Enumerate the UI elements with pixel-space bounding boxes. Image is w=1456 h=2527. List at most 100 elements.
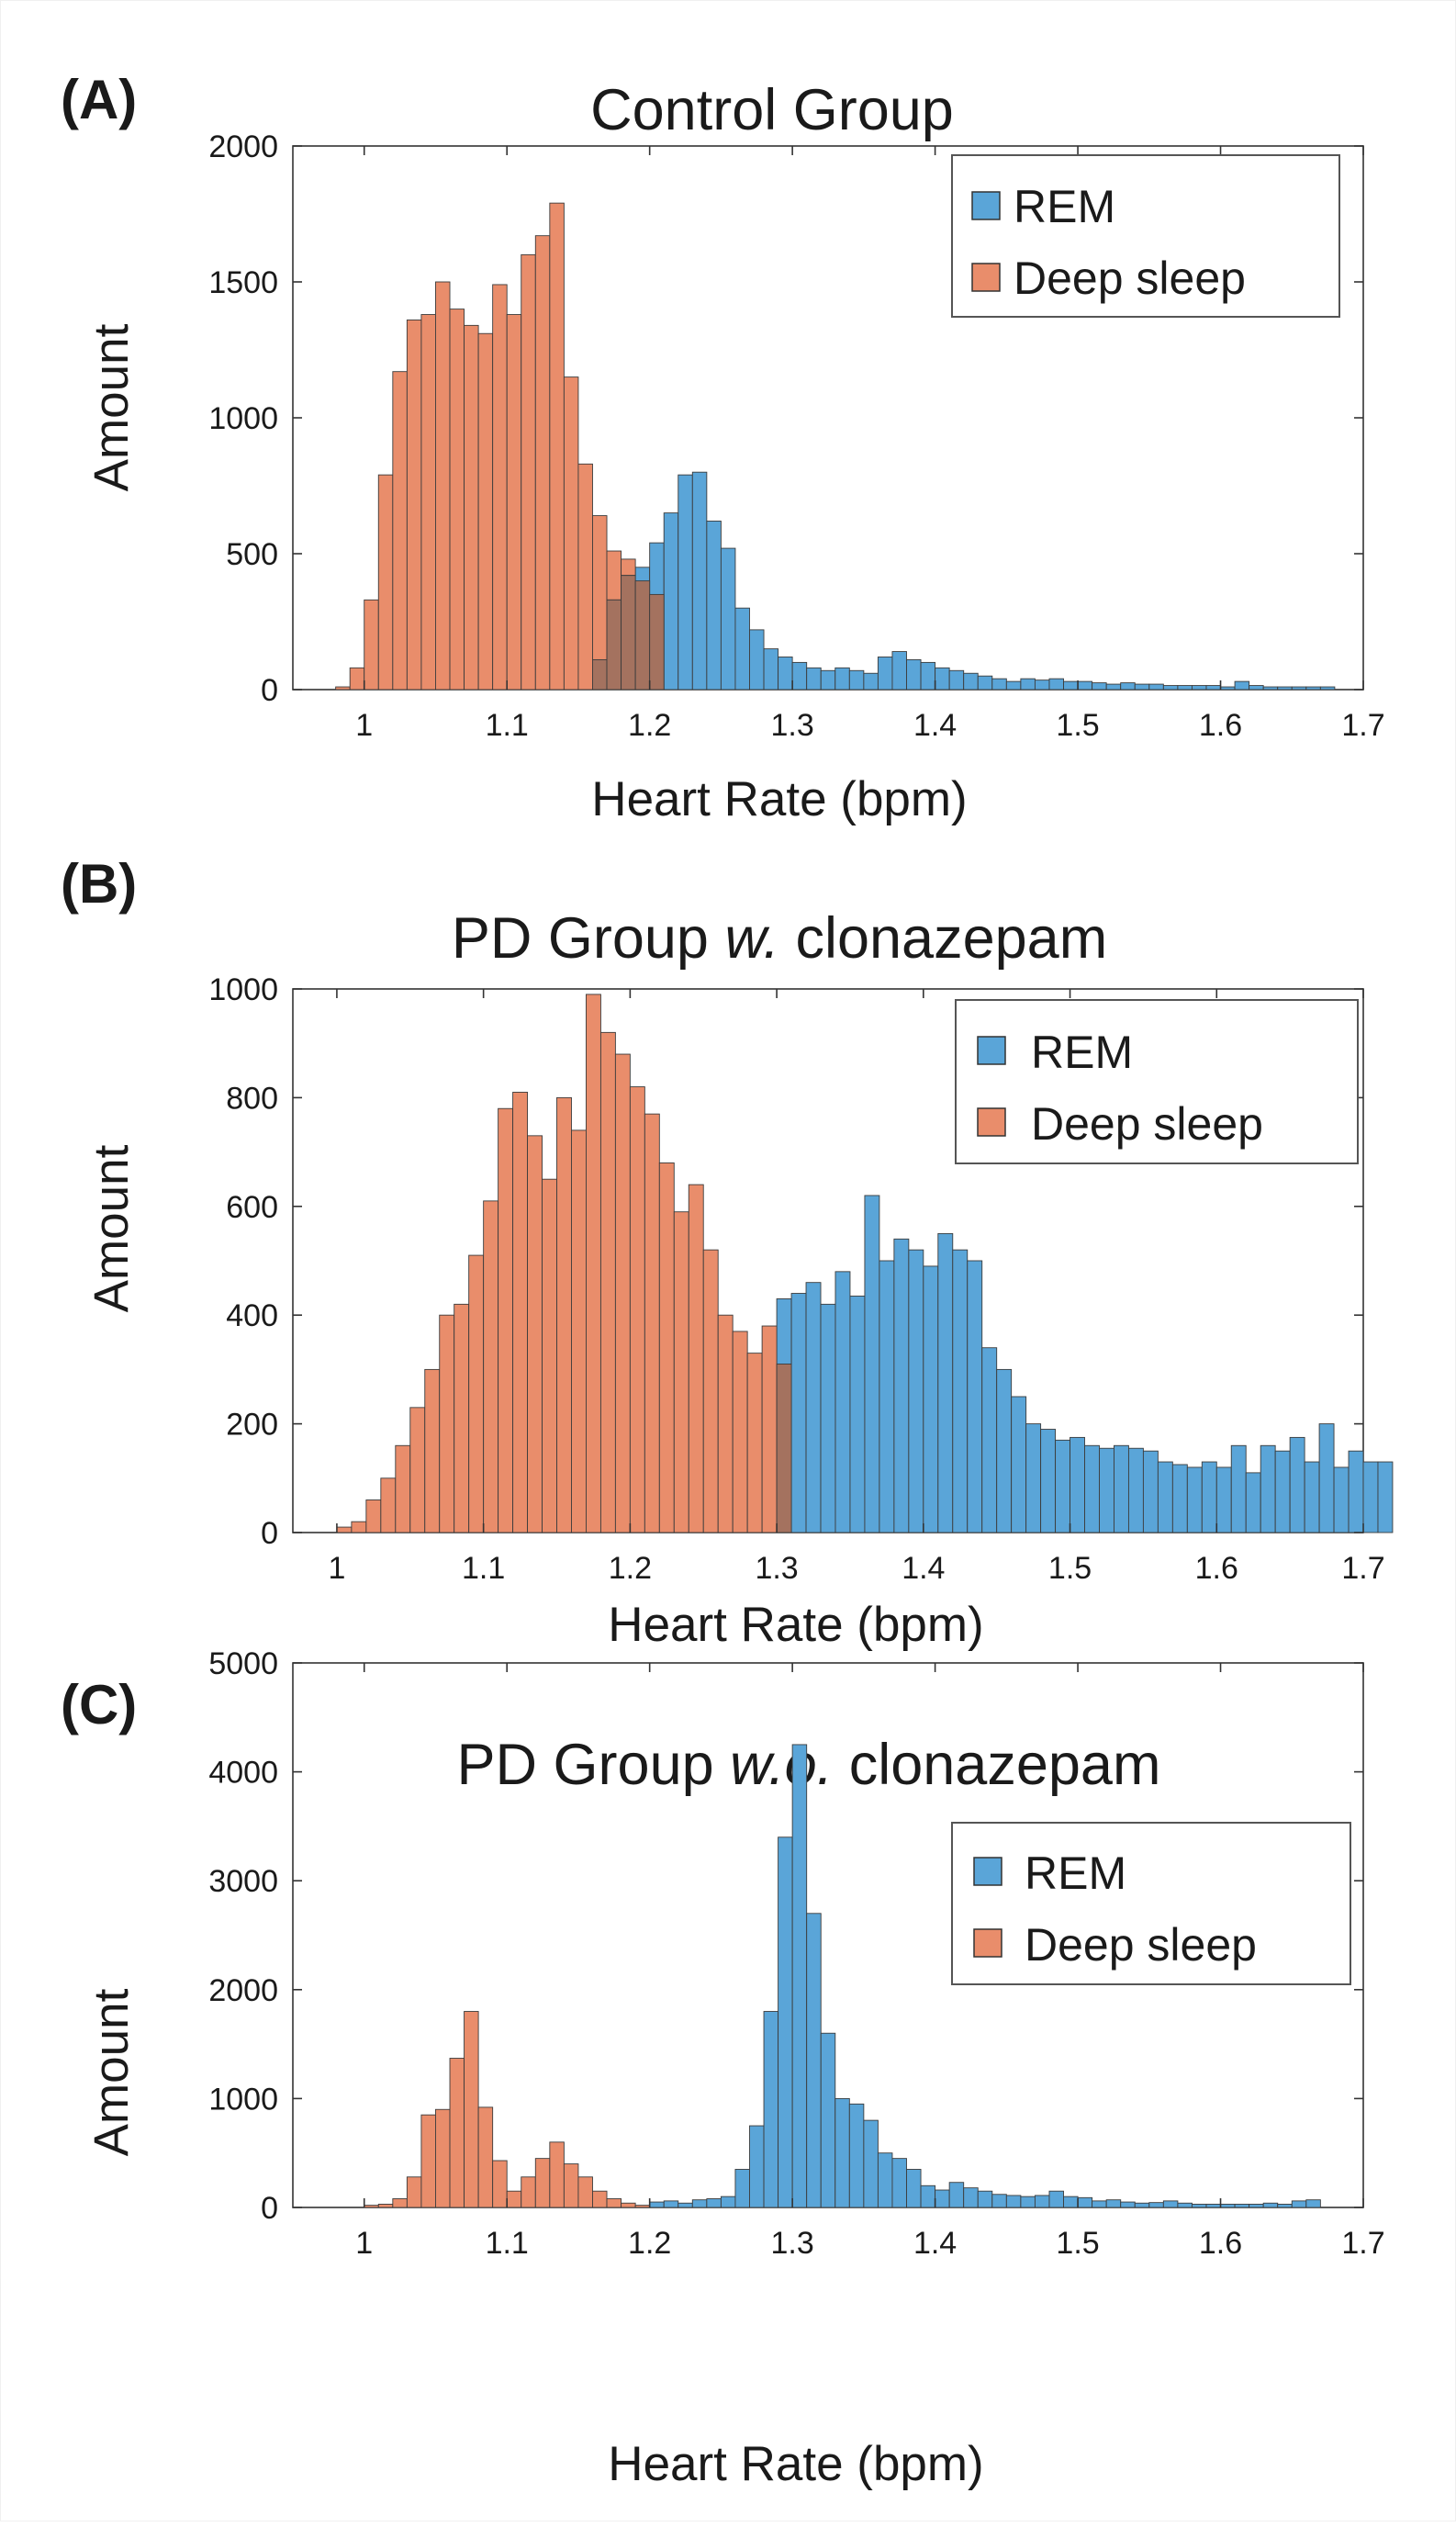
rem-bar (1127, 1447, 1144, 1533)
rem-bar (891, 2158, 907, 2208)
deep-sleep-bar (512, 1092, 529, 1533)
y-tick-label: 0 (261, 1516, 278, 1551)
rem-bar (937, 1232, 954, 1533)
rem-bar (1230, 1444, 1247, 1533)
y-tick-label: 600 (226, 1190, 278, 1225)
rem-bar (1048, 678, 1064, 691)
deep-sleep-bar (424, 1368, 441, 1533)
deep-sleep-bar (629, 1086, 645, 1533)
rem-bar (1099, 1447, 1114, 1533)
rem-bar (1134, 2202, 1150, 2208)
rem-bar (1291, 686, 1307, 691)
deep-sleep-bar (349, 667, 365, 691)
rem-bar (1205, 685, 1221, 691)
x-tick-label: 1.7 (1341, 2226, 1384, 2261)
legend-swatch-rem (973, 1857, 1002, 1886)
deep-sleep-bar (592, 2190, 608, 2208)
rem-bar (1157, 1461, 1173, 1533)
rem-bar (834, 1271, 851, 1533)
rem-bar (1120, 2201, 1136, 2208)
x-tick-label: 1.2 (628, 708, 671, 743)
rem-bar (1245, 1472, 1261, 1533)
y-tick-label: 400 (226, 1298, 278, 1333)
rem-bar (848, 2103, 865, 2208)
rem-bar (1063, 2196, 1079, 2208)
rem-bar (848, 669, 865, 691)
rem-bar (749, 629, 765, 691)
rem-bar (1260, 1444, 1276, 1533)
rem-bar (749, 2125, 765, 2208)
rem-bar (820, 1303, 836, 1533)
deep-sleep-bar (406, 319, 422, 691)
rem-bar (877, 657, 893, 691)
deep-sleep-bar (380, 1477, 397, 1533)
deep-sleep-bar (644, 1113, 660, 1533)
deep-sleep-bar (521, 2176, 536, 2208)
y-tick-label: 5000 (208, 1646, 278, 1681)
legend: REM Deep sleep (951, 154, 1340, 318)
deep-sleep-bar (577, 2176, 593, 2208)
x-tick-label: 1.6 (1199, 708, 1242, 743)
legend-box (951, 154, 1340, 318)
legend-label-deep-sleep: Deep sleep (1031, 1098, 1263, 1150)
x-tick-label: 1.4 (902, 1551, 945, 1586)
overlap-bar (634, 580, 651, 691)
deep-sleep-bar (464, 324, 479, 691)
x-tick-label: 1.4 (913, 708, 957, 743)
rem-bar (906, 2169, 922, 2208)
rem-bar (1318, 1423, 1335, 1533)
rem-bar (1040, 1429, 1057, 1533)
legend-label-deep-sleep: Deep sleep (1025, 1919, 1257, 1971)
rem-bar (1377, 1461, 1394, 1533)
deep-sleep-bar (658, 1162, 675, 1533)
rem-bar (1020, 678, 1036, 691)
deep-sleep-bar (506, 314, 522, 691)
rem-bar (678, 474, 693, 691)
deep-sleep-bar (477, 2106, 494, 2208)
deep-sleep-bar (420, 314, 436, 691)
rem-bar (806, 1913, 822, 2208)
x-tick-label: 1.6 (1199, 2226, 1242, 2261)
deep-sleep-bar (614, 1053, 631, 1533)
deep-sleep-bar (492, 284, 508, 691)
rem-bar (863, 672, 879, 691)
deep-sleep-bar (521, 253, 536, 691)
y-axis-label: Amount (84, 1144, 139, 1312)
deep-sleep-bar (409, 1407, 426, 1533)
rem-bar (977, 2190, 993, 2208)
deep-sleep-bar (761, 1325, 778, 1533)
deep-sleep-bar (556, 1096, 572, 1533)
deep-sleep-bar (527, 1135, 543, 1533)
rem-bar (1220, 686, 1236, 691)
deep-sleep-bar (435, 281, 451, 691)
rem-bar (1186, 1466, 1203, 1533)
rem-bar (952, 1249, 969, 1533)
x-tick-label: 1 (328, 1551, 345, 1586)
panel-a: (A) Control Group Amount Heart Rate (bpm… (61, 69, 1385, 826)
x-tick-label: 1.4 (913, 2226, 957, 2261)
rem-bar (1234, 680, 1250, 691)
rem-bar (1148, 2202, 1164, 2208)
deep-sleep-bar (377, 2203, 394, 2208)
rem-bar (1305, 686, 1321, 691)
x-tick-label: 1 (355, 2226, 373, 2261)
deep-sleep-bar (468, 1254, 485, 1533)
rem-bar (1134, 683, 1150, 691)
rem-bar (1191, 2203, 1207, 2208)
rem-bar (1034, 2195, 1050, 2208)
x-tick-label: 1.3 (771, 2226, 814, 2261)
rem-bar (893, 1238, 910, 1533)
rem-bar (1025, 1423, 1042, 1533)
x-tick-label: 1.6 (1195, 1551, 1238, 1586)
panel-label: (A) (61, 69, 137, 130)
y-tick-label: 1000 (208, 2082, 278, 2117)
x-tick-label: 1.7 (1341, 708, 1384, 743)
deep-sleep-bar (377, 474, 394, 691)
rem-bar (1289, 1436, 1305, 1533)
rem-bar (1084, 1444, 1100, 1533)
legend-box (955, 999, 1359, 1164)
deep-sleep-bar (606, 550, 622, 601)
deep-sleep-bar (364, 599, 379, 691)
